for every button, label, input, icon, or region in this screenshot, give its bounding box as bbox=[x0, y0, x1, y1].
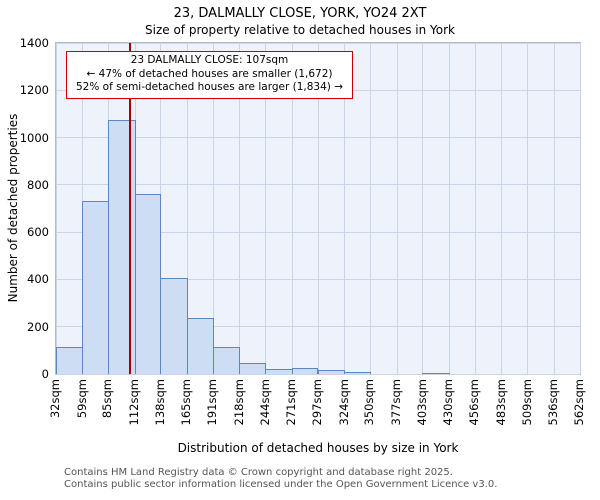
x-tick-label: 191sqm bbox=[205, 379, 220, 426]
x-tick-label: 32sqm bbox=[48, 379, 62, 419]
x-tick-label: 430sqm bbox=[441, 379, 456, 426]
x-tick-label: 377sqm bbox=[389, 379, 404, 426]
histogram-bar bbox=[344, 372, 371, 374]
x-tick-label: 85sqm bbox=[100, 379, 115, 419]
y-tick-label: 1400 bbox=[19, 36, 49, 50]
x-tick-label: 403sqm bbox=[414, 379, 429, 426]
histogram-bar bbox=[239, 362, 267, 374]
x-tick-label: 59sqm bbox=[74, 379, 89, 419]
property-annotation-box: 23 DALMALLY CLOSE: 107sqm ← 47% of detac… bbox=[66, 51, 354, 99]
histogram-bar bbox=[265, 368, 293, 374]
y-tick-label: 800 bbox=[27, 177, 49, 192]
x-tick-label: 271sqm bbox=[284, 379, 299, 426]
annotation-property-size: 23 DALMALLY CLOSE: 107sqm bbox=[130, 54, 289, 66]
vertical-gridline bbox=[501, 43, 503, 374]
vertical-gridline bbox=[369, 43, 371, 374]
footer-attribution-line-1: Contains HM Land Registry data © Crown c… bbox=[64, 467, 453, 478]
vertical-gridline bbox=[527, 43, 529, 374]
x-tick-label: 483sqm bbox=[493, 379, 508, 426]
y-tick-label: 400 bbox=[27, 272, 49, 287]
vertical-gridline bbox=[317, 43, 319, 374]
x-tick-label: 165sqm bbox=[179, 379, 194, 426]
histogram-bar bbox=[55, 346, 84, 374]
histogram-bar bbox=[107, 119, 136, 374]
y-tick-label: 0 bbox=[41, 367, 49, 381]
x-tick-label: 536sqm bbox=[546, 379, 561, 426]
x-tick-label: 138sqm bbox=[152, 379, 167, 426]
histogram-bar bbox=[212, 346, 241, 374]
vertical-gridline bbox=[474, 43, 476, 374]
y-tick-label: 600 bbox=[27, 225, 49, 240]
vertical-gridline bbox=[344, 43, 346, 374]
vertical-gridline bbox=[55, 43, 57, 374]
vertical-gridline bbox=[579, 43, 581, 374]
x-tick-label: 350sqm bbox=[362, 379, 377, 426]
x-tick-label: 324sqm bbox=[336, 379, 351, 426]
annotation-smaller-share: ← 47% of detached houses are smaller (1,… bbox=[86, 67, 333, 80]
histogram-bar bbox=[160, 278, 188, 374]
histogram-bar bbox=[186, 318, 214, 374]
annotation-larger-share: 52% of semi-detached houses are larger (… bbox=[76, 81, 344, 94]
y-tick-label: 1000 bbox=[19, 130, 49, 145]
x-axis-label: Distribution of detached houses by size … bbox=[177, 441, 459, 455]
horizontal-gridline bbox=[56, 373, 580, 375]
plot-area: 23 DALMALLY CLOSE: 107sqm ← 47% of detac… bbox=[55, 42, 581, 375]
chart-title: 23, DALMALLY CLOSE, YORK, YO24 2XT bbox=[173, 6, 427, 21]
property-size-marker-line bbox=[129, 43, 132, 374]
x-tick-label: 297sqm bbox=[310, 379, 324, 426]
histogram-bar bbox=[317, 369, 346, 374]
x-tick-label: 509sqm bbox=[519, 379, 534, 426]
histogram-bar bbox=[291, 367, 319, 374]
histogram-bar bbox=[82, 201, 109, 374]
x-tick-label: 218sqm bbox=[231, 379, 246, 426]
vertical-gridline bbox=[291, 43, 293, 374]
footer-attribution-line-2: Contains public sector information licen… bbox=[64, 479, 498, 490]
x-tick-label: 562sqm bbox=[572, 379, 586, 426]
vertical-gridline bbox=[265, 43, 267, 374]
vertical-gridline bbox=[396, 43, 398, 374]
x-tick-label: 112sqm bbox=[127, 379, 142, 426]
vertical-gridline bbox=[448, 43, 450, 374]
x-tick-label: 456sqm bbox=[467, 379, 482, 426]
y-tick-label: 200 bbox=[27, 319, 49, 334]
vertical-gridline bbox=[422, 43, 424, 374]
histogram-bar bbox=[422, 372, 450, 374]
chart-subtitle: Size of property relative to detached ho… bbox=[145, 23, 455, 37]
vertical-gridline bbox=[553, 43, 555, 374]
histogram-bar bbox=[134, 194, 162, 374]
vertical-gridline bbox=[212, 43, 214, 374]
x-tick-label: 244sqm bbox=[257, 379, 272, 426]
vertical-gridline bbox=[239, 43, 241, 374]
vertical-gridline bbox=[186, 43, 188, 374]
y-tick-label: 1200 bbox=[19, 83, 49, 98]
